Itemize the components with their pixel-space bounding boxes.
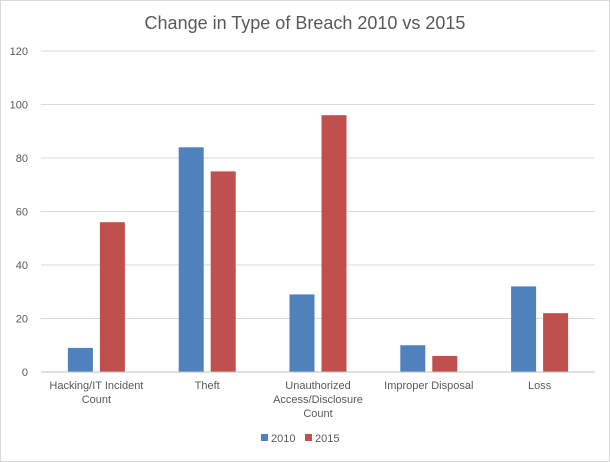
- x-category-label-1: Theft: [195, 380, 220, 392]
- legend: 2010 2015: [261, 433, 339, 445]
- bar-2010-cat-0: [67, 347, 93, 372]
- grid-layer: [41, 50, 595, 373]
- legend-swatch-2010: [261, 434, 268, 441]
- legend-label-2015: 2015: [315, 433, 339, 445]
- y-tick-label-20: 20: [16, 314, 28, 326]
- bar-2010-cat-1: [178, 147, 204, 372]
- y-tick-label-60: 60: [16, 207, 28, 219]
- bar-2015-cat-2: [321, 115, 347, 372]
- bar-2010-cat-4: [511, 286, 537, 372]
- y-tick-label-80: 80: [16, 153, 28, 165]
- bar-2015-cat-1: [210, 171, 236, 372]
- legend-swatch-2015: [305, 434, 312, 441]
- chart-title: Change in Type of Breach 2010 vs 2015: [145, 13, 466, 33]
- legend-label-2010: 2010: [271, 433, 295, 445]
- bar-2015-cat-0: [99, 222, 125, 372]
- bar-2015-cat-3: [432, 355, 458, 372]
- bar-2015-cat-4: [543, 313, 569, 372]
- bar-2010-cat-3: [400, 345, 426, 372]
- x-category-label-4: Loss: [528, 380, 552, 392]
- y-tick-label-120: 120: [10, 46, 28, 58]
- bar-2010-cat-2: [289, 294, 315, 372]
- y-tick-label-0: 0: [22, 367, 28, 379]
- axis-layer: 0 20 40 60 80 100 120 Hacking/IT Incident Count T…: [10, 46, 595, 420]
- bars-layer: [67, 115, 569, 372]
- x-category-label-2: Unauthorized Access/Disclosure Count: [273, 380, 363, 420]
- x-category-label-0: Hacking/IT Incident Count: [49, 380, 143, 406]
- y-tick-label-100: 100: [10, 100, 28, 112]
- y-tick-label-40: 40: [16, 260, 28, 272]
- x-category-label-3: Improper Disposal: [384, 380, 473, 392]
